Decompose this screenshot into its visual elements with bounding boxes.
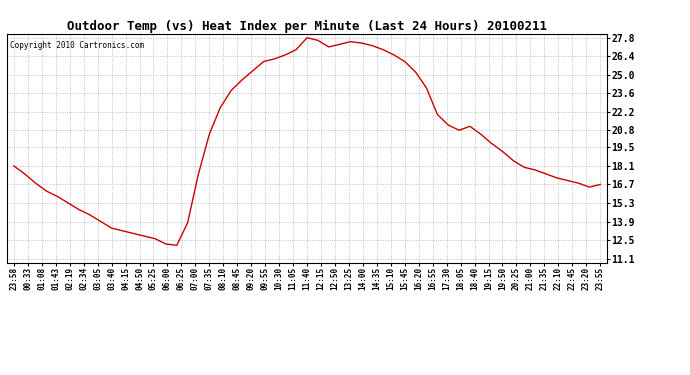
- Title: Outdoor Temp (vs) Heat Index per Minute (Last 24 Hours) 20100211: Outdoor Temp (vs) Heat Index per Minute …: [67, 20, 547, 33]
- Text: Copyright 2010 Cartronics.com: Copyright 2010 Cartronics.com: [10, 40, 144, 50]
